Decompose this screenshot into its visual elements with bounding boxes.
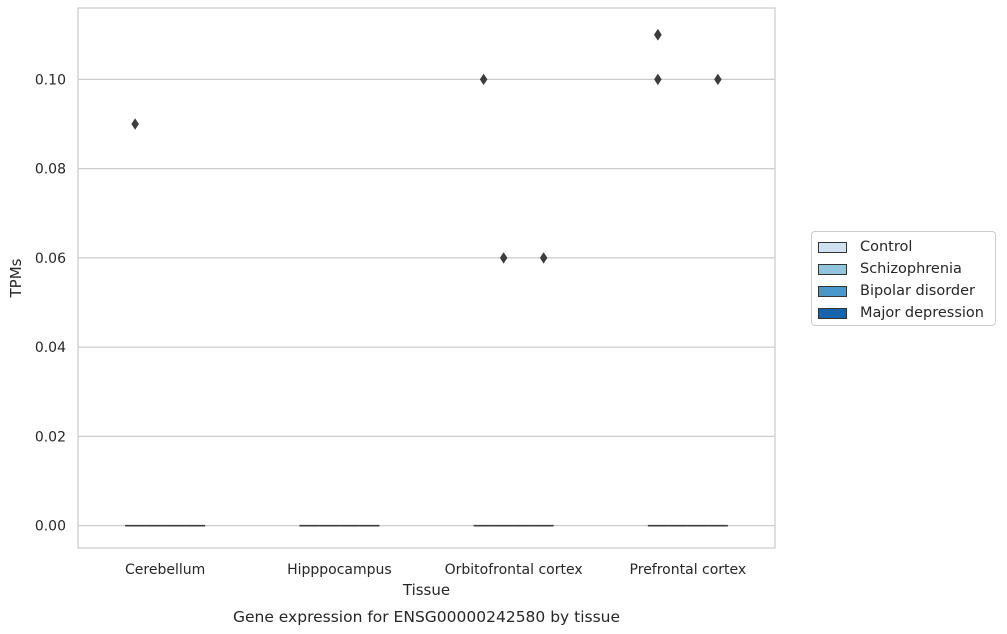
outlier-point <box>479 73 488 86</box>
y-tick-label: 0.04 <box>35 340 66 356</box>
plot-frame <box>77 7 776 549</box>
x-tick-label: Cerebellum <box>125 562 205 578</box>
outlier-point <box>654 73 662 86</box>
outlier-point <box>714 73 722 86</box>
outlier-point <box>539 252 548 264</box>
x-tick-label: Orbitofrontal cortex <box>445 562 583 578</box>
legend-item-schizophrenia: Schizophrenia <box>818 258 995 280</box>
grid-lines <box>78 78 775 527</box>
legend-item-bipolar-disorder: Bipolar disorder <box>818 280 995 302</box>
x-axis-title: Tissue <box>402 581 450 599</box>
y-axis-title: TPMs <box>7 258 25 298</box>
y-tick-labels: 0.00 0.02 0.04 0.06 0.08 0.10 <box>35 72 66 534</box>
y-tick-label: 0.02 <box>35 429 66 445</box>
legend-swatch <box>818 285 847 297</box>
x-tick-label: Hipppocampus <box>287 562 392 578</box>
legend-item-major-depression: Major depression <box>818 302 995 324</box>
legend-label: Major depression <box>860 305 984 321</box>
legend-label: Bipolar disorder <box>860 283 975 299</box>
legend: Control Schizophrenia Bipolar disorder M… <box>811 231 996 326</box>
legend-swatch <box>818 241 847 253</box>
y-tick-label: 0.10 <box>35 72 66 88</box>
x-tick-label: Prefrontal cortex <box>630 562 747 578</box>
outlier-point <box>654 29 662 41</box>
outlier-point <box>131 118 139 130</box>
legend-label: Schizophrenia <box>860 261 962 277</box>
legend-swatch <box>818 307 847 319</box>
y-tick-label: 0.06 <box>35 251 66 267</box>
chart-caption: Gene expression for ENSG00000242580 by t… <box>233 608 620 626</box>
y-tick-label: 0.08 <box>35 162 66 178</box>
outlier-point <box>499 252 508 264</box>
legend-swatch <box>818 263 847 275</box>
x-tick-labels: Cerebellum Hipppocampus Orbitofrontal cort… <box>125 562 746 578</box>
legend-label: Control <box>860 239 913 255</box>
outlier-layer <box>131 29 722 264</box>
y-tick-label: 0.00 <box>35 519 66 535</box>
legend-item-control: Control <box>818 236 995 258</box>
